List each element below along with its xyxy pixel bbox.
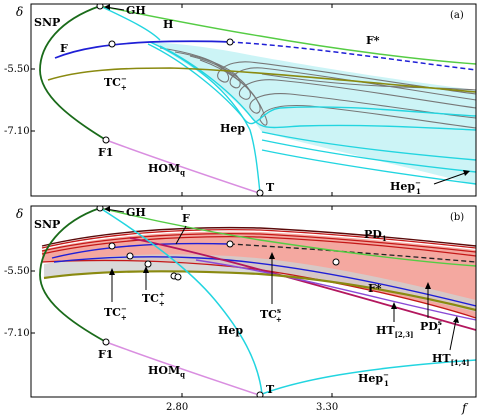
y-tick-a-2: -7.10 — [4, 126, 30, 137]
point-b-7 — [332, 258, 340, 266]
label-f1-a: F1 — [98, 146, 113, 159]
label-f-b: F — [182, 212, 190, 225]
label-t-b: T — [266, 383, 275, 396]
label-fstar-b: F* — [368, 282, 382, 295]
label-hep-b: Hep — [218, 324, 243, 337]
x-tick-1: 2.80 — [166, 402, 188, 413]
label-pd1-b: PD1 — [364, 228, 387, 243]
label-tc-a: TC− + — [104, 74, 127, 92]
y-tick-a-1: -5.50 — [4, 64, 30, 75]
homoclinic-h-curve-b — [99, 207, 476, 267]
label-hep1-a: Hep− 1 — [390, 178, 421, 196]
label-h-a: H — [163, 18, 173, 31]
gh-point — [96, 4, 104, 10]
label-pd1s-b: PDs 1 — [420, 318, 442, 336]
label-hom-b: HOMq — [148, 364, 185, 379]
t-point-b — [256, 391, 264, 397]
label-snp-a: SNP — [34, 16, 60, 29]
hep-region-fill — [150, 42, 476, 185]
fold-star-point — [226, 38, 234, 46]
y-tick-b-1: -5.50 — [4, 266, 30, 277]
x-tick-2: 3.30 — [316, 402, 338, 413]
hom-curve — [105, 139, 263, 195]
label-f-a: F — [60, 42, 68, 55]
fold-point-upper — [108, 40, 116, 48]
panel-b-tag: (b) — [450, 212, 464, 223]
tc-curve-b — [43, 270, 476, 312]
panel-b-frame — [30, 205, 477, 398]
ht-14-curve — [195, 259, 476, 321]
hep-curve-b — [99, 207, 263, 395]
snp-curve — [39, 5, 107, 141]
point-b-3 — [144, 260, 152, 268]
label-ht14-b: HT[1,4] — [432, 352, 469, 367]
label-gh-a: GH — [126, 4, 146, 17]
y-axis-symbol-a: δ — [16, 5, 23, 19]
point-b-6 — [226, 240, 234, 248]
fold-curve — [54, 40, 231, 59]
label-hom-a: HOMq — [148, 162, 185, 177]
label-f1-b: F1 — [98, 348, 113, 361]
point-b-2 — [126, 252, 134, 260]
label-ht23-b: HT[2,3] — [376, 324, 413, 339]
hep-branches — [99, 5, 476, 194]
panel-b: δ -5.50 -7.10 2.80 3.30 f (b) SNP GH F P… — [4, 205, 477, 415]
label-hep-a: Hep — [220, 122, 245, 135]
label-tc2-b: TC+ + — [142, 290, 165, 308]
homoclinic-h-curve — [99, 5, 476, 65]
fold-star-curve — [229, 41, 476, 71]
f1-point — [102, 136, 110, 144]
arrow-hep1-a — [433, 171, 469, 185]
label-hep1-b: Hep− 1 — [358, 370, 389, 388]
gh-point-b — [96, 206, 104, 212]
x-axis-symbol: f — [461, 401, 469, 415]
label-tc-b: TC− + — [104, 304, 127, 322]
panel-a-tag: (a) — [450, 10, 464, 21]
point-b-5 — [174, 273, 182, 281]
t-point — [256, 189, 264, 196]
ht-23-curve — [129, 237, 476, 331]
panel-a-frame — [30, 3, 477, 197]
point-b-1 — [108, 242, 116, 250]
fold-bands — [51, 242, 476, 307]
label-gh-b: GH — [126, 206, 146, 219]
label-t-a: T — [266, 181, 275, 194]
panel-a-curves — [39, 4, 476, 196]
panel-b-curves — [39, 206, 476, 397]
tc-curve — [47, 67, 476, 93]
grey-band-fill — [44, 254, 476, 312]
hom-curve-b — [105, 341, 263, 397]
label-fstar-a: F* — [366, 34, 380, 47]
f1-point-b — [102, 338, 110, 346]
y-tick-b-2: -7.10 — [4, 328, 30, 339]
snp-curve-b — [39, 207, 107, 343]
label-tcs-b: TCs + — [260, 306, 282, 324]
grey-branches — [159, 47, 476, 129]
label-snp-b: SNP — [34, 218, 60, 231]
panel-a: δ -5.50 -7.10 (a) SNP GH H F F* TC− + F1 … — [4, 3, 477, 197]
y-axis-symbol-b: δ — [16, 207, 23, 221]
